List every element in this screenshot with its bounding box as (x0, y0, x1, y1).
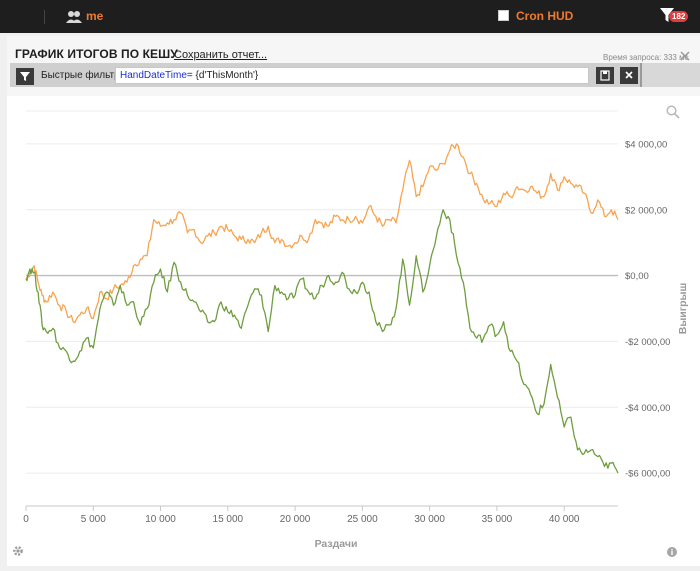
series-line-2 (25, 209, 619, 474)
filter-value: = {d'ThisMonth'} (186, 70, 259, 81)
gear-icon[interactable] (12, 545, 24, 557)
close-icon[interactable] (680, 51, 690, 61)
filter-keyword: HandDateTime (120, 70, 187, 81)
filter-icon (20, 72, 30, 81)
filter-expression-input[interactable]: HandDateTime= {d'ThisMonth'} (115, 67, 589, 84)
y-axis-title: Выигрыш (677, 283, 689, 335)
chart-area: 0 5 000 10 000 15 000 20 000 25 000 30 000 35 0… (7, 96, 700, 566)
x-tick-label: 40 000 (549, 514, 580, 525)
x-axis-title: Раздачи (315, 538, 358, 550)
report-title: ГРАФИК ИТОГОВ ПО КЕШУ (15, 47, 178, 61)
close-icon (625, 71, 633, 79)
series-line-1 (25, 143, 619, 324)
x-tick-label: 35 000 (482, 514, 513, 525)
y-tick-label: -$2 000,00 (625, 337, 670, 348)
report-panel: ГРАФИК ИТОГОВ ПО КЕШУ Сохранить отчет...… (7, 36, 700, 566)
user-name-link[interactable]: me (86, 9, 104, 23)
info-icon[interactable] (667, 547, 677, 557)
x-tick-label: 10 000 (145, 514, 176, 525)
top-bar-divider (44, 10, 45, 24)
x-tick-label: 25 000 (347, 514, 378, 525)
x-tick-label: 20 000 (280, 514, 311, 525)
y-tick-label: -$4 000,00 (625, 403, 670, 414)
x-tick-label: 30 000 (414, 514, 445, 525)
y-tick-label: -$6 000,00 (625, 469, 670, 480)
cash-results-chart: 0 5 000 10 000 15 000 20 000 25 000 30 000 35 0… (23, 110, 689, 550)
zoom-icon[interactable] (666, 105, 680, 119)
x-tick-label: 0 (23, 514, 29, 525)
filter-bar-end (640, 63, 700, 87)
x-tick-label: 5 000 (81, 514, 106, 525)
clear-filter-button[interactable] (620, 67, 638, 84)
hud-label[interactable]: Cron HUD (516, 9, 574, 23)
save-filter-button[interactable] (596, 67, 614, 84)
quick-filter-bar: Быстрые фильтры HandDateTime= {d'ThisMon… (10, 63, 640, 87)
notification-badge: 182 (669, 11, 689, 22)
filter-toggle-button[interactable] (16, 68, 34, 85)
hud-checkbox[interactable] (498, 10, 509, 21)
y-tick-label: $4 000,00 (625, 139, 667, 150)
users-icon[interactable] (66, 10, 82, 23)
floppy-icon (600, 70, 610, 81)
x-tick-label: 15 000 (213, 514, 244, 525)
quick-filter-label: Быстрые фильтры (41, 70, 115, 81)
y-tick-label: $2 000,00 (625, 205, 667, 216)
top-bar: me Cron HUD 182 (0, 0, 700, 33)
y-tick-label: $0,00 (625, 271, 649, 282)
save-report-link[interactable]: Сохранить отчет... (174, 49, 268, 61)
query-time: Время запроса: 333 мс (603, 53, 689, 62)
